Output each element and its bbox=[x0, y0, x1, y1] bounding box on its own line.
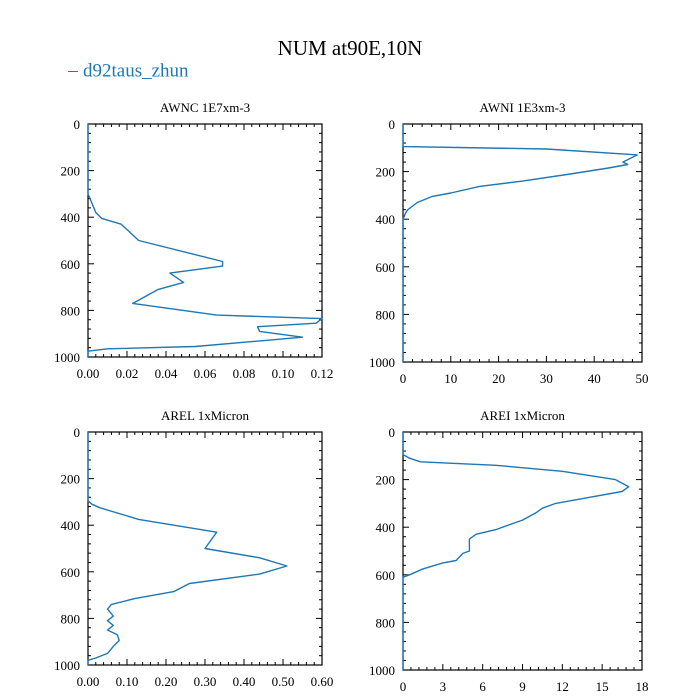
y-tick-label: 800 bbox=[61, 611, 81, 626]
y-tick-label: 1000 bbox=[54, 350, 80, 365]
x-tick-label: 0.10 bbox=[272, 366, 295, 381]
panel-4: AREI 1xMicron 0 200 400 600 800 1000 0 3 6 9 12 15 18 bbox=[369, 408, 649, 694]
y-tick-label: 0 bbox=[389, 425, 396, 440]
y-tick-label: 0 bbox=[74, 117, 81, 132]
x-tick-label: 0.30 bbox=[194, 674, 217, 689]
series-line bbox=[87, 124, 323, 357]
x-tick-label: 0.60 bbox=[311, 674, 334, 689]
x-tick-label: 0.02 bbox=[116, 366, 139, 381]
x-tick-label: 0.08 bbox=[233, 366, 256, 381]
series-line bbox=[402, 432, 630, 670]
y-tick-label: 1000 bbox=[54, 658, 80, 673]
x-tick-label: 0.50 bbox=[272, 674, 295, 689]
x-tick-label: 0.20 bbox=[155, 674, 178, 689]
x-tick-label: 0.00 bbox=[77, 366, 100, 381]
panel-title: AREI 1xMicron bbox=[480, 408, 565, 423]
x-tick-label: 50 bbox=[636, 371, 649, 386]
series-line bbox=[402, 124, 638, 362]
x-tick-label: 0 bbox=[400, 679, 407, 694]
y-tick-label: 400 bbox=[376, 520, 396, 535]
panel-title: AWNC 1E7xm-3 bbox=[160, 100, 250, 115]
x-tick-label: 20 bbox=[492, 371, 505, 386]
panel-2: AWNI 1E3xm-3 0 200 400 600 800 1000 0 10 20 30 40 50 bbox=[369, 100, 649, 386]
y-tick-label: 600 bbox=[61, 565, 81, 580]
legend-label: d92taus_zhun bbox=[83, 60, 189, 82]
y-tick-label: 200 bbox=[61, 472, 81, 487]
y-tick-label: 600 bbox=[376, 568, 396, 583]
y-tick-label: 0 bbox=[74, 425, 81, 440]
x-tick-label: 0.40 bbox=[233, 674, 256, 689]
x-tick-label: 18 bbox=[636, 679, 649, 694]
y-tick-label: 200 bbox=[61, 164, 81, 179]
panel-title: AWNI 1E3xm-3 bbox=[480, 100, 566, 115]
x-tick-label: 6 bbox=[479, 679, 486, 694]
y-tick-label: 400 bbox=[376, 212, 396, 227]
y-tick-label: 800 bbox=[376, 615, 396, 630]
y-tick-label: 1000 bbox=[369, 355, 395, 370]
plot-frame bbox=[87, 123, 323, 358]
y-tick-label: 600 bbox=[376, 260, 396, 275]
y-tick-label: 800 bbox=[376, 307, 396, 322]
x-tick-label: 0.06 bbox=[194, 366, 217, 381]
y-tick-label: 800 bbox=[61, 303, 81, 318]
x-tick-label: 0.00 bbox=[77, 674, 100, 689]
x-tick-label: 3 bbox=[440, 679, 447, 694]
x-tick-label: 30 bbox=[540, 371, 553, 386]
plot-frame bbox=[402, 123, 643, 363]
legend: d92taus_zhun bbox=[68, 60, 189, 83]
series-line bbox=[87, 432, 288, 665]
x-tick-label: 9 bbox=[519, 679, 526, 694]
y-tick-label: 400 bbox=[61, 210, 81, 225]
x-tick-label: 0 bbox=[400, 371, 407, 386]
y-tick-label: 1000 bbox=[369, 663, 395, 678]
x-tick-label: 10 bbox=[444, 371, 457, 386]
panel-title: AREL 1xMicron bbox=[161, 408, 249, 423]
x-tick-label: 0.04 bbox=[155, 366, 178, 381]
x-tick-label: 15 bbox=[596, 679, 609, 694]
page-title: NUM at90E,10N bbox=[277, 36, 423, 60]
y-tick-label: 600 bbox=[61, 257, 81, 272]
x-tick-label: 0.10 bbox=[116, 674, 139, 689]
y-tick-label: 0 bbox=[389, 117, 396, 132]
x-tick-label: 40 bbox=[588, 371, 601, 386]
x-tick-label: 12 bbox=[556, 679, 569, 694]
x-tick-label: 0.12 bbox=[311, 366, 334, 381]
y-tick-label: 200 bbox=[376, 473, 396, 488]
y-tick-label: 200 bbox=[376, 165, 396, 180]
y-tick-label: 400 bbox=[61, 518, 81, 533]
legend-line-marker bbox=[68, 71, 78, 73]
